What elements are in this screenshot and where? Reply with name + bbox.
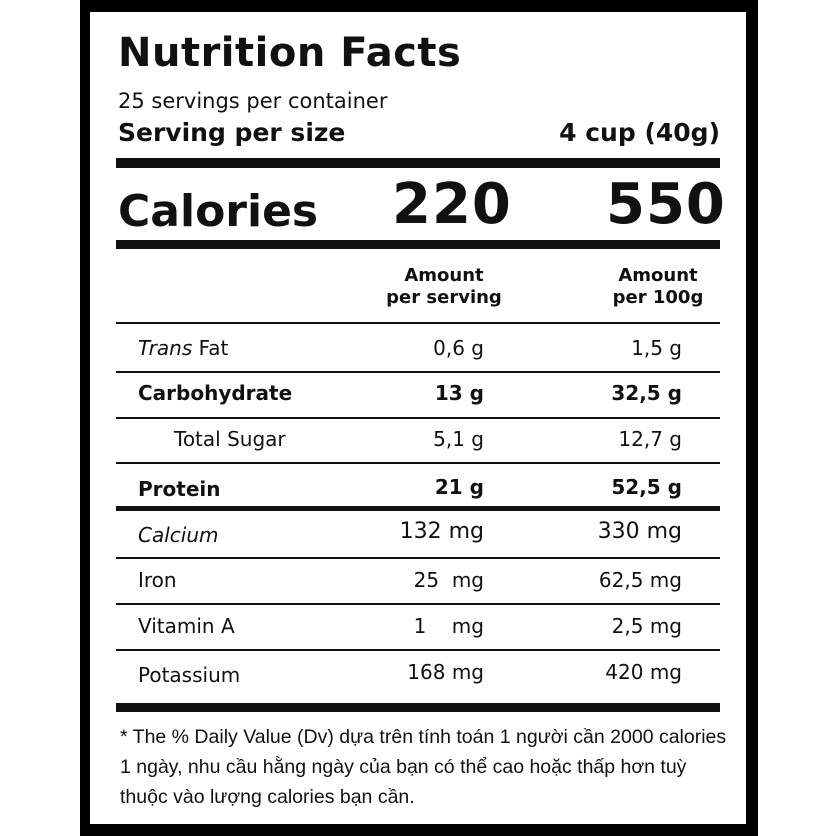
nutrient-label-vitamin-a: Vitamin A [138, 614, 235, 638]
nutrient-label-protein: Protein [138, 477, 221, 501]
value-per-100g: 2,5 mg [611, 614, 682, 638]
calories-label: Calories [118, 186, 319, 237]
value-per-serving: 5,1 g [433, 427, 484, 451]
value-per-100g: 420 mg [605, 660, 682, 684]
divider [116, 371, 720, 373]
nutrient-label-potassium: Potassium [138, 663, 241, 687]
value-per-serving: 21 g [434, 475, 484, 499]
nutrient-label-total-sugar: Total Sugar [174, 427, 286, 451]
value-per-100g: 32,5 g [611, 381, 682, 405]
divider [116, 603, 720, 605]
value-per-100g: 62,5 mg [598, 568, 682, 592]
divider [116, 322, 720, 324]
col-header-per-100g-line2: per 100g [612, 287, 704, 308]
nutrient-label-trans-fat: Trans Fat [138, 336, 228, 360]
divider [116, 557, 720, 559]
serving-size-value: 4 cup (40g) [559, 118, 720, 147]
value-per-100g: 52,5 g [611, 475, 682, 499]
thick-divider-top [116, 158, 720, 168]
serving-size-label: Serving per size [118, 118, 346, 147]
value-per-100g: 330 mg [597, 519, 682, 544]
nutrient-label-iron: Iron [138, 568, 177, 592]
thick-divider-calories [116, 240, 720, 249]
nutrient-label-text: Fat [192, 336, 229, 360]
label-title: Nutrition Facts [118, 30, 462, 76]
value-per-serving: 13 g [434, 381, 484, 405]
value-per-100g: 1,5 g [631, 336, 682, 360]
col-header-per-serving-line1: Amount [404, 265, 484, 286]
medium-divider [116, 506, 720, 511]
nutrient-label-carbohydrate: Carbohydrate [138, 381, 293, 405]
thick-divider-bottom [116, 703, 720, 712]
col-header-per-serving-line2: per serving [386, 287, 502, 308]
divider [116, 649, 720, 651]
col-header-per-serving: Amount per serving [380, 265, 508, 309]
value-per-serving: 25 mg [413, 568, 484, 592]
value-per-serving: 168 mg [407, 660, 484, 684]
col-header-per-100g-line1: Amount [618, 265, 698, 286]
calories-per-serving: 220 [392, 172, 512, 237]
value-per-100g: 12,7 g [618, 427, 682, 451]
value-per-serving: 132 mg [399, 519, 484, 544]
daily-value-footnote: * The % Daily Value (Dv) dựa trên tính t… [120, 726, 727, 808]
nutrient-label-italic: Calcium [138, 523, 219, 547]
col-header-per-100g: Amount per 100g [596, 265, 720, 309]
calories-per-100g: 550 [606, 172, 726, 237]
value-per-serving: 1 mg [413, 614, 484, 638]
nutrient-label-italic: Trans [138, 336, 193, 360]
divider [116, 462, 720, 464]
divider [116, 417, 720, 419]
nutrient-label-calcium: Calcium [138, 523, 219, 547]
value-per-serving: 0,6 g [433, 336, 484, 360]
servings-per-container: 25 servings per container [118, 89, 388, 113]
